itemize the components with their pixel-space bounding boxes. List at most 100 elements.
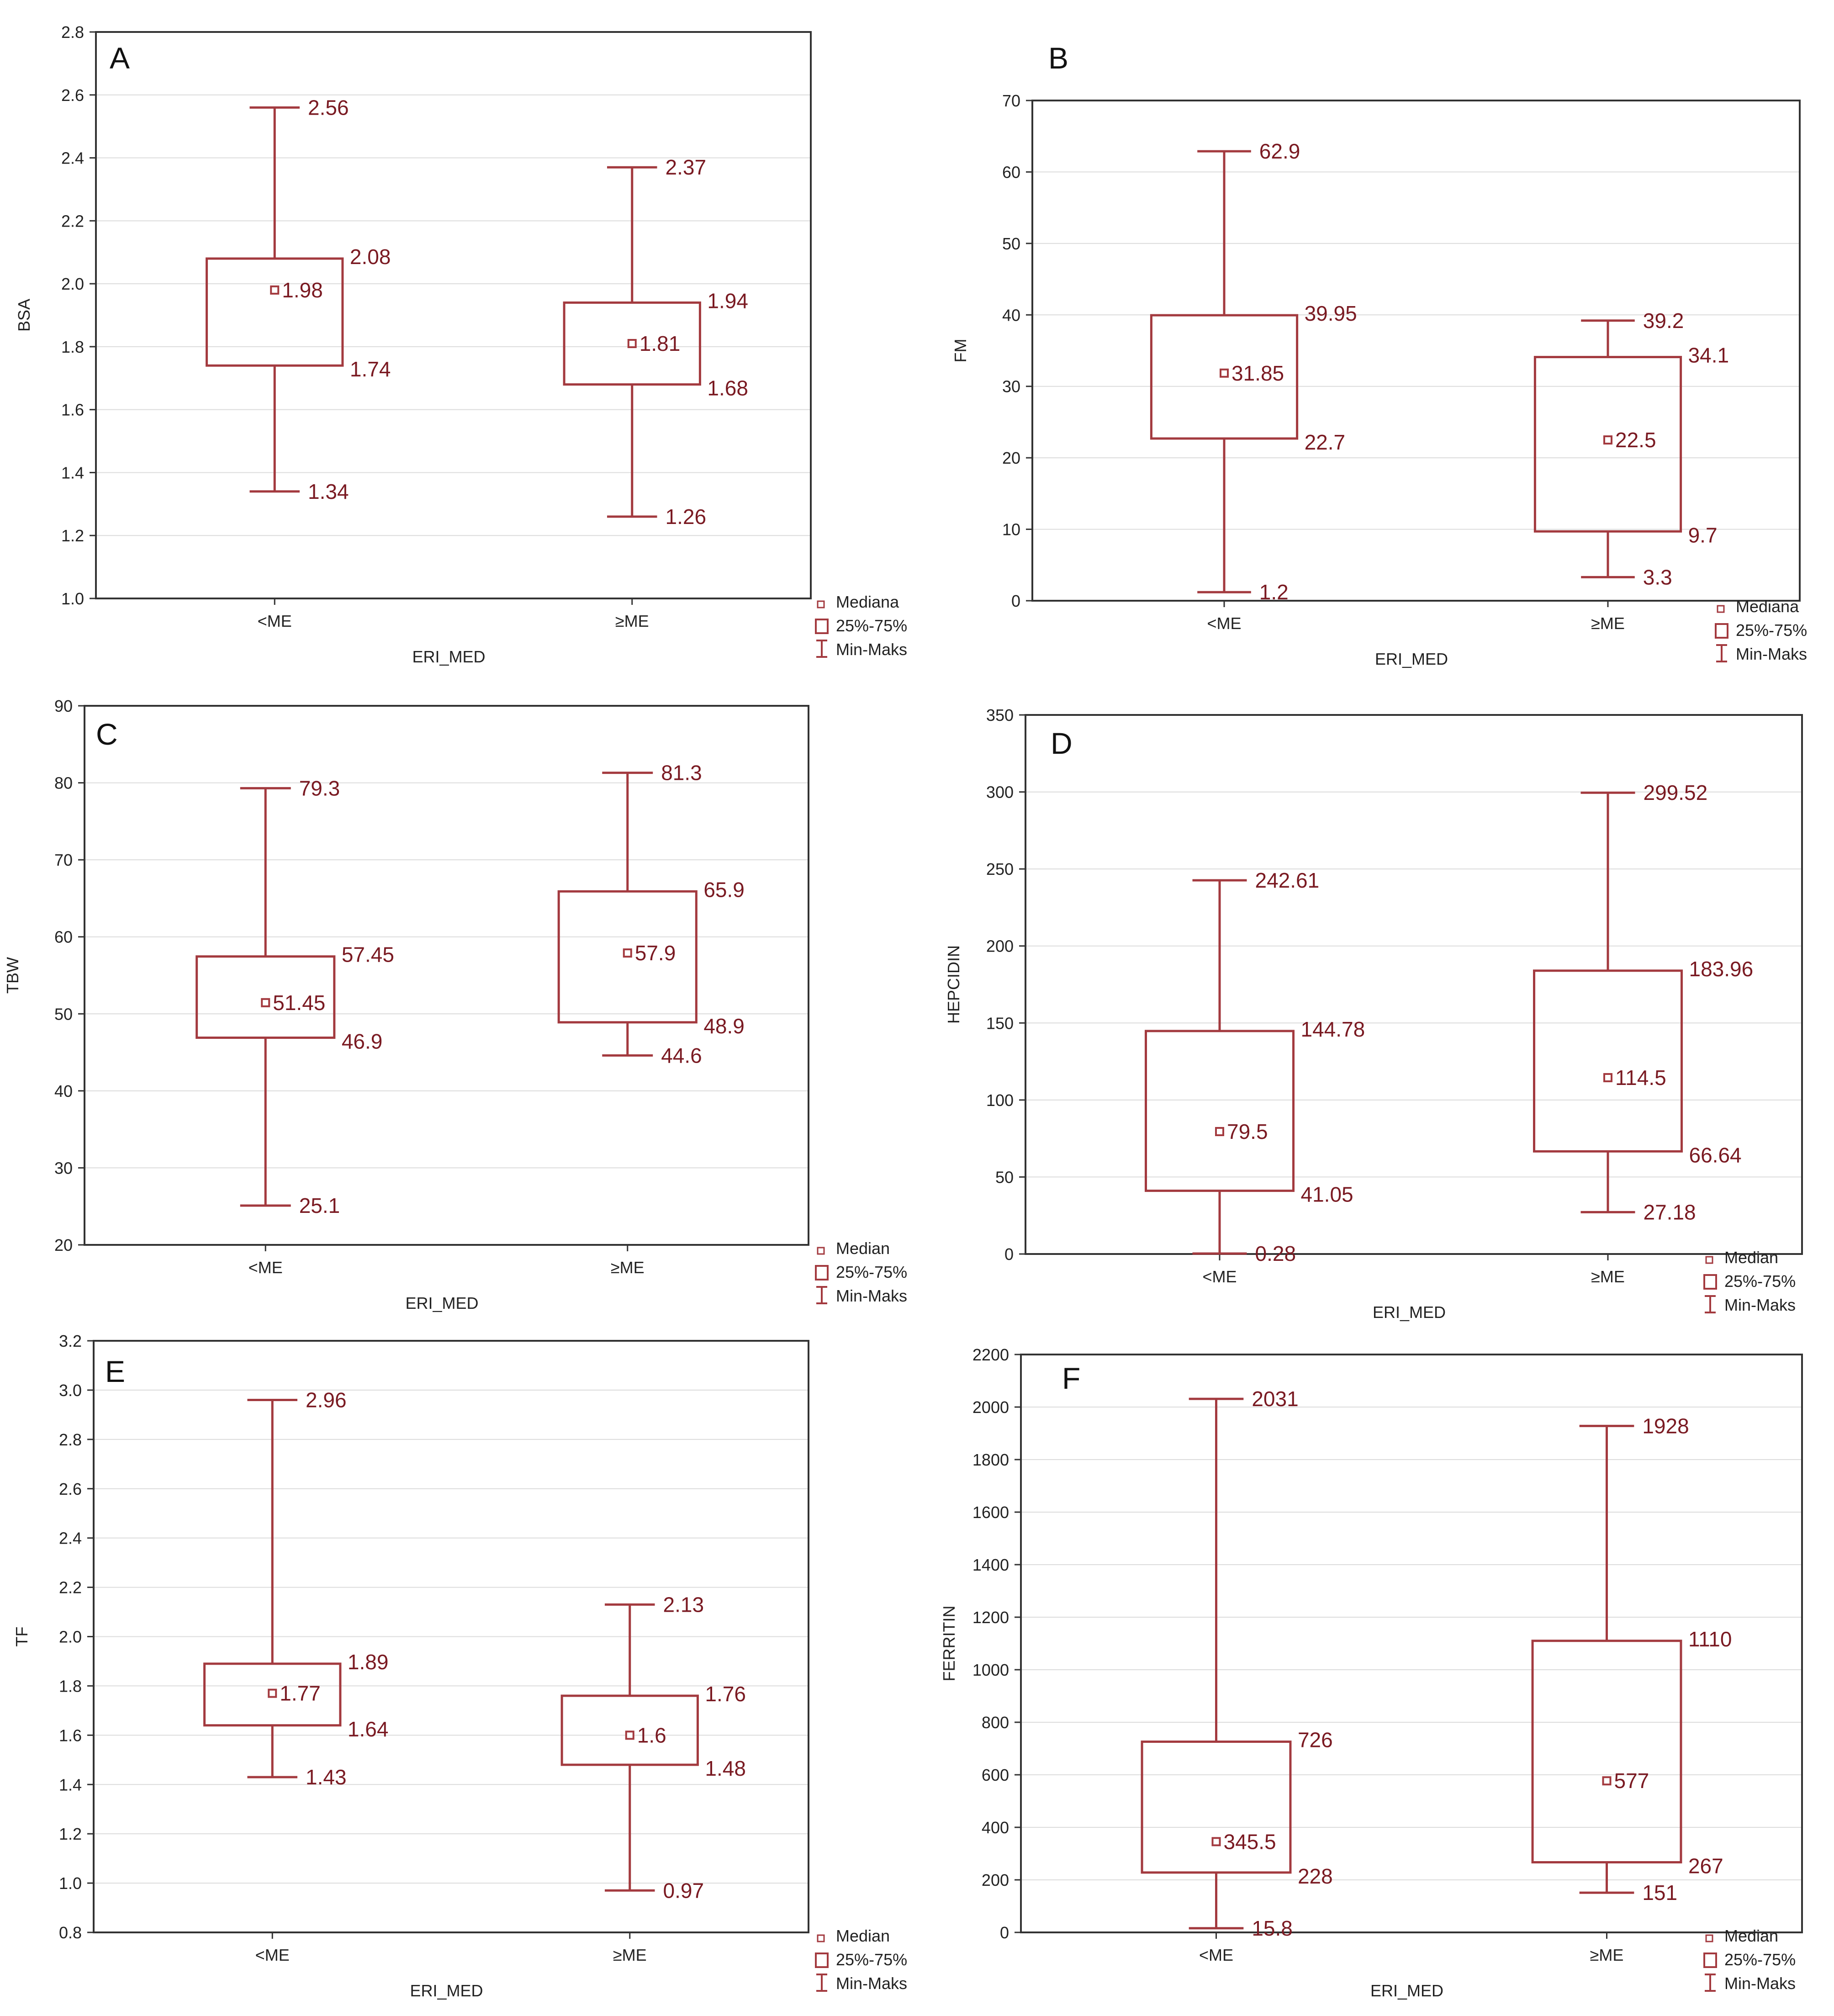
max-label: 79.3	[299, 776, 340, 800]
y-tick-label: 2000	[972, 1398, 1009, 1417]
y-tick-label: 1200	[972, 1608, 1009, 1627]
y-tick-label: 1.0	[59, 1874, 82, 1893]
x-tick-label: <ME	[1207, 614, 1241, 633]
max-label: 2031	[1252, 1387, 1298, 1411]
iqr-box	[557, 890, 698, 1024]
iqr-box	[203, 1662, 342, 1727]
max-label: 299.52	[1644, 781, 1708, 804]
median-label: 1.81	[640, 332, 681, 355]
q3-label: 1.94	[707, 289, 748, 312]
x-axis-title: ERI_MED	[1373, 1303, 1446, 1322]
y-tick-label: 150	[986, 1014, 1014, 1032]
y-tick-label: 3.2	[59, 1332, 82, 1350]
min-label: 151	[1642, 1881, 1677, 1905]
median-marker	[1603, 1073, 1612, 1082]
max-label: 62.9	[1259, 139, 1300, 163]
max-label: 2.37	[666, 155, 707, 179]
legend-whisker-label: Min-Maks	[1724, 1296, 1796, 1314]
median-marker	[1603, 435, 1612, 445]
y-tick-label: 0	[1000, 1923, 1009, 1942]
q3-label: 57.45	[342, 943, 394, 967]
q1-label: 46.9	[342, 1030, 383, 1053]
min-label: 3.3	[1643, 565, 1672, 589]
legend-median-icon	[1705, 1934, 1713, 1942]
y-tick-label: 2.0	[59, 1628, 82, 1646]
plot-frame	[1025, 714, 1803, 1255]
legend-box-label: 25%-75%	[1724, 1272, 1796, 1291]
y-tick-label: 300	[986, 783, 1014, 802]
median-marker	[1602, 1776, 1612, 1786]
min-label: 0.28	[1255, 1242, 1296, 1265]
q1-label: 41.05	[1301, 1183, 1353, 1206]
max-label: 2.96	[306, 1388, 347, 1412]
q1-label: 9.7	[1688, 523, 1718, 547]
plot-frame	[95, 31, 812, 599]
y-tick-label: 1.6	[59, 1726, 82, 1745]
max-label: 39.2	[1643, 309, 1684, 333]
panel-letter: F	[1062, 1361, 1080, 1395]
y-tick-label: 50	[995, 1168, 1014, 1186]
max-label: 81.3	[661, 761, 702, 785]
y-tick-label: 1.8	[59, 1677, 82, 1695]
iqr-box	[1141, 1741, 1292, 1874]
panel-letter: B	[1048, 41, 1068, 75]
legend-median-label: Median	[1724, 1926, 1778, 1945]
legend-median-icon	[817, 1934, 825, 1942]
q1-label: 228	[1298, 1864, 1333, 1888]
y-tick-label: 80	[54, 774, 73, 793]
legend-median-label: Mediana	[1736, 597, 1799, 616]
y-tick-label: 30	[54, 1159, 73, 1177]
median-label: 31.85	[1231, 361, 1284, 385]
y-tick-label: 2.2	[61, 212, 84, 230]
y-tick-label: 70	[1002, 91, 1020, 110]
y-tick-label: 2.2	[59, 1578, 82, 1597]
y-tick-label: 1600	[972, 1503, 1009, 1522]
y-tick-label: 800	[982, 1713, 1009, 1732]
median-marker	[261, 998, 270, 1007]
median-marker	[627, 339, 637, 348]
x-tick-label: <ME	[1199, 1946, 1233, 1964]
y-tick-label: 2.4	[61, 149, 84, 168]
y-tick-label: 350	[986, 706, 1014, 725]
iqr-box	[1533, 356, 1682, 533]
max-label: 2.13	[663, 1593, 704, 1616]
plot-frame	[1020, 1354, 1803, 1933]
panel-letter: A	[110, 41, 130, 75]
median-marker	[270, 285, 280, 295]
y-tick-label: 60	[1002, 163, 1020, 181]
median-label: 577	[1614, 1769, 1649, 1793]
y-tick-label: 0	[1004, 1245, 1014, 1264]
median-label: 345.5	[1224, 1830, 1276, 1853]
x-axis-title: ERI_MED	[1375, 650, 1448, 668]
y-tick-label: 70	[54, 851, 73, 869]
iqr-box	[196, 955, 336, 1039]
x-axis-title: ERI_MED	[1370, 1981, 1443, 2000]
legend-median-icon	[1717, 605, 1725, 613]
median-marker	[1215, 1127, 1224, 1136]
y-tick-label: 0	[1011, 592, 1020, 610]
y-tick-label: 200	[986, 937, 1014, 956]
legend-median-label: Median	[1724, 1248, 1778, 1267]
x-tick-label: ≥ME	[1591, 614, 1625, 633]
panel-letter: C	[96, 717, 118, 751]
y-tick-label: 250	[986, 860, 1014, 878]
y-tick-label: 2.8	[59, 1430, 82, 1449]
y-tick-label: 2200	[972, 1345, 1009, 1364]
x-tick-label: ≥ME	[1590, 1946, 1624, 1964]
y-tick-label: 1800	[972, 1450, 1009, 1469]
x-tick-label: ≥ME	[611, 1258, 645, 1277]
y-tick-label: 1.2	[59, 1825, 82, 1843]
median-marker	[1211, 1837, 1221, 1847]
max-label: 1928	[1642, 1414, 1689, 1438]
y-tick-label: 0.8	[59, 1923, 82, 1942]
y-tick-label: 50	[54, 1005, 73, 1023]
q1-label: 1.68	[707, 376, 748, 400]
q1-label: 66.64	[1689, 1143, 1742, 1167]
y-tick-label: 90	[54, 697, 73, 715]
x-tick-label: ≥ME	[613, 1946, 647, 1964]
y-tick-label: 200	[982, 1871, 1009, 1889]
y-tick-label: 20	[54, 1236, 73, 1254]
y-tick-label: 1.2	[61, 526, 84, 545]
y-tick-label: 1400	[972, 1556, 1009, 1574]
median-label: 114.5	[1615, 1066, 1666, 1090]
